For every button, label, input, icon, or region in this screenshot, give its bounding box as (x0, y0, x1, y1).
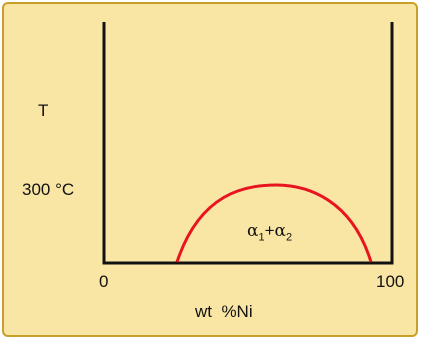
alpha-symbol-1: α (247, 221, 259, 241)
subscript-1: 1 (258, 231, 265, 244)
alpha-symbol-2: α (274, 221, 287, 241)
subscript-2: 2 (286, 231, 293, 244)
miscibility-gap-curve (175, 183, 373, 263)
x-axis-label: wt %Ni (195, 302, 253, 321)
temperature-axis-label: T (38, 101, 49, 120)
x-min-label: 0 (99, 272, 109, 291)
x-max-label: 100 (376, 272, 405, 291)
two-phase-region-label: α1+α2 (247, 221, 292, 243)
temperature-value: 300 °C (22, 180, 74, 200)
plus-symbol: + (264, 221, 275, 240)
temperature-unit: °C (55, 180, 75, 199)
diagram-panel (2, 2, 418, 337)
temperature-number: 300 (22, 180, 51, 199)
